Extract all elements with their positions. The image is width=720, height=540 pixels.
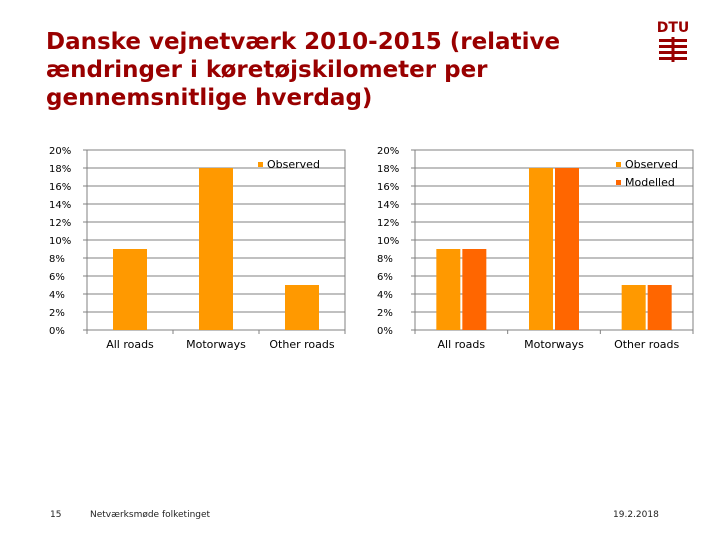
y-tick-label: 18% — [49, 164, 71, 175]
bar-observed — [436, 249, 461, 330]
y-tick-label: 6% — [377, 272, 393, 283]
y-tick-label: 2% — [49, 308, 65, 319]
y-tick-label: 0% — [49, 326, 65, 337]
bar-observed — [529, 168, 553, 330]
y-tick-label: 4% — [49, 290, 65, 301]
legend-label: Modelled — [625, 176, 675, 189]
slide-title: Danske vejnetværk 2010-2015 (relative æn… — [46, 29, 561, 111]
y-tick-label: 12% — [49, 218, 71, 229]
legend-label: Observed — [625, 158, 678, 171]
y-tick-label: 12% — [377, 218, 399, 229]
y-tick-label: 4% — [377, 290, 393, 301]
y-tick-label: 2% — [377, 308, 393, 319]
y-tick-label: 10% — [377, 236, 399, 247]
y-tick-label: 16% — [49, 182, 71, 193]
y-tick-label: 20% — [377, 146, 399, 157]
y-tick-label: 8% — [377, 254, 393, 265]
bar-modelled — [555, 168, 579, 330]
x-category-label: Motorways — [186, 338, 246, 351]
legend-swatch-modelled — [616, 180, 621, 185]
slide-date: 19.2.2018 — [613, 510, 659, 520]
y-tick-label: 8% — [49, 254, 65, 265]
bar-observed — [285, 285, 319, 330]
dtu-logo: DTU — [655, 18, 691, 64]
legend-swatch-observed — [616, 162, 621, 167]
y-tick-label: 6% — [49, 272, 65, 283]
page-number: 15 — [50, 510, 62, 520]
legend-label: Observed — [267, 158, 320, 171]
chart-observed-vs-modelled: 0% 2% 4% 6% 8% 10% 12% 14% 16% 18% 20% All roads Mot… — [360, 140, 720, 360]
bar-observed — [621, 285, 646, 330]
y-tick-label: 10% — [49, 236, 71, 247]
svg-text:DTU: DTU — [657, 20, 690, 36]
bar-observed — [113, 249, 147, 330]
x-category-label: Motorways — [524, 338, 584, 351]
x-category-label: Other roads — [614, 338, 679, 351]
y-tick-label: 16% — [377, 182, 399, 193]
y-tick-label: 14% — [377, 200, 399, 211]
bar-modelled — [647, 285, 672, 330]
x-category-label: Other roads — [269, 338, 334, 351]
legend-swatch-observed — [258, 162, 263, 167]
y-tick-label: 0% — [377, 326, 393, 337]
y-tick-label: 20% — [49, 146, 71, 157]
bar-observed — [199, 168, 233, 330]
x-category-label: All roads — [438, 338, 486, 351]
y-tick-label: 14% — [49, 200, 71, 211]
chart-observed: 0% 2% 4% 6% 8% 10% 12% 14% 16% 18% 20% All roads Mot… — [0, 140, 360, 360]
y-tick-label: 18% — [377, 164, 399, 175]
bar-modelled — [462, 249, 487, 330]
x-category-label: All roads — [106, 338, 154, 351]
footer-text: Netværksmøde folketinget — [90, 510, 211, 520]
